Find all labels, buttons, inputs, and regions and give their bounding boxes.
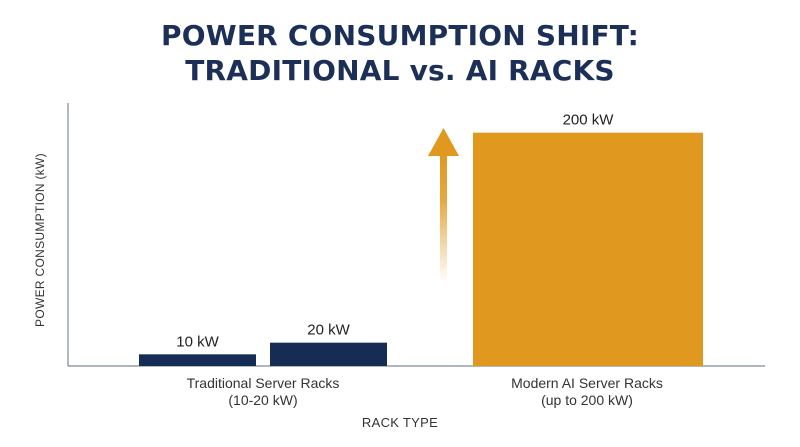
bar-1 <box>270 342 387 366</box>
x-axis-label: RACK TYPE <box>361 415 439 430</box>
group-label-traditional-line-2: (10-20 kW) <box>228 392 298 408</box>
bar-1-value-label: 20 kW <box>307 322 350 339</box>
group-label-traditional: Traditional Server Racks (10-20 kW) <box>133 375 393 409</box>
up-arrow-icon <box>428 128 459 282</box>
chart-title-line-2: TRADITIONAL vs. AI RACKS <box>185 54 615 87</box>
group-label-ai-line-2: (up to 200 kW) <box>541 392 633 408</box>
chart-title: POWER CONSUMPTION SHIFT: TRADITIONAL vs.… <box>0 18 800 88</box>
group-label-traditional-line-1: Traditional Server Racks <box>186 375 340 391</box>
y-axis-label: POWER CONSUMPTION (kW) <box>33 153 47 327</box>
group-label-ai: Modern AI Server Racks (up to 200 kW) <box>457 375 717 409</box>
chart-title-line-1: POWER CONSUMPTION SHIFT: <box>161 19 639 52</box>
bar-2-value-label: 200 kW <box>563 112 615 129</box>
group-label-ai-line-1: Modern AI Server Racks <box>511 375 663 391</box>
bar-0-value-label: 10 kW <box>176 333 219 350</box>
bar-0 <box>139 354 256 366</box>
bar-2 <box>473 132 703 366</box>
